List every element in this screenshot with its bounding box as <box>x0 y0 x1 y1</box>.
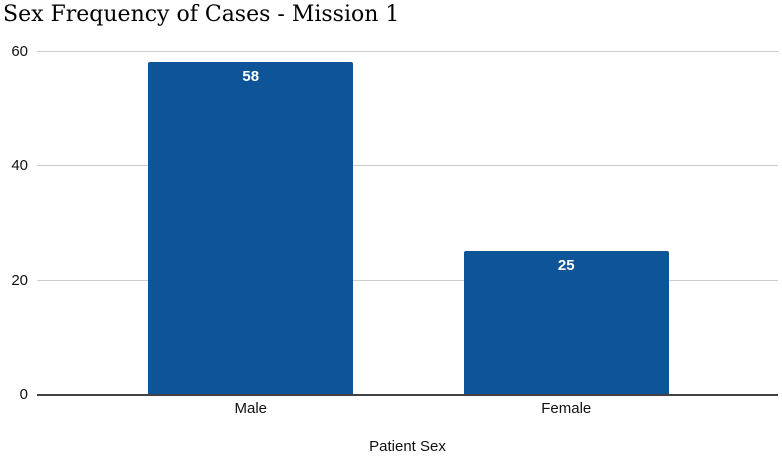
bar-female <box>463 251 669 394</box>
y-tick-label: 20 <box>11 271 28 289</box>
gridline <box>37 165 778 167</box>
y-tick-label: 60 <box>11 43 28 60</box>
bar-value-label: 58 <box>242 68 260 86</box>
chart-title: Sex Frequency of Cases - Mission 1 <box>3 2 400 27</box>
y-tick-label: 0 <box>19 386 28 403</box>
gridline <box>37 279 778 281</box>
bar-male <box>148 62 354 394</box>
bar-value-label: 25 <box>557 257 575 275</box>
y-tick-label: 40 <box>11 157 28 175</box>
gridline <box>37 51 778 52</box>
x-category-label-female: Female <box>541 400 592 417</box>
x-category-label-male: Male <box>234 400 267 417</box>
x-axis-baseline <box>37 394 778 396</box>
x-axis-title: Patient Sex <box>369 438 446 455</box>
